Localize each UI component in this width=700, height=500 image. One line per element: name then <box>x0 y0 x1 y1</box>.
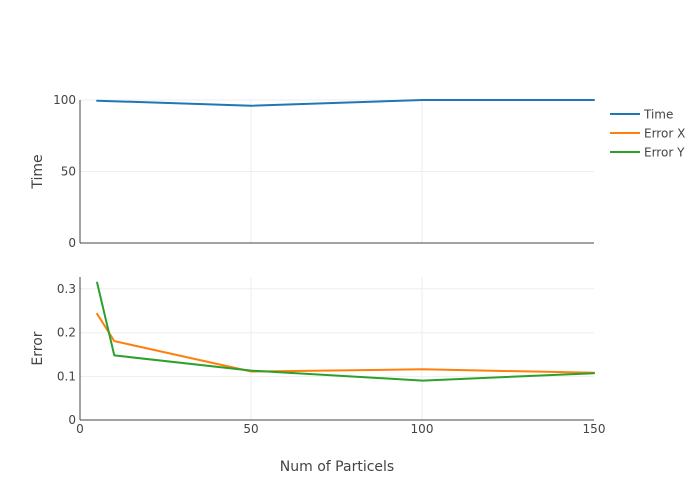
legend-label-time: Time <box>643 108 673 122</box>
y-tick-label-time-0: 0 <box>68 236 76 250</box>
series-line-time <box>96 99 595 107</box>
x-axis-title: Num of Particels <box>280 459 394 475</box>
legend-item-error-x[interactable]: Error X <box>610 127 685 141</box>
y-axis-title-time: Time <box>30 154 46 189</box>
panel-time: 0 50 100 Time <box>30 93 595 250</box>
y-tick-label-time-100: 100 <box>53 93 76 107</box>
legend-label-error-x: Error X <box>644 127 685 141</box>
y-tick-label-error-0.2: 0.2 <box>57 326 76 340</box>
x-tick-label-0: 0 <box>76 422 84 436</box>
x-tick-label-100: 100 <box>411 422 434 436</box>
y-tick-label-error-0.1: 0.1 <box>57 370 76 384</box>
legend-item-time[interactable]: Time <box>610 108 673 122</box>
y-tick-label-error-0.3: 0.3 <box>57 282 76 296</box>
x-tick-label-150: 150 <box>583 422 606 436</box>
legend-label-error-y: Error Y <box>644 146 685 160</box>
x-axis: 0 50 100 150 Num of Particels <box>76 422 605 475</box>
panel-error: 0 0.1 0.2 0.3 Error <box>30 277 595 427</box>
legend-item-error-y[interactable]: Error Y <box>610 146 685 160</box>
x-tick-label-50: 50 <box>243 422 258 436</box>
series-line-error-y <box>96 281 595 382</box>
y-axis-title-error: Error <box>30 331 46 365</box>
y-tick-label-error-0: 0 <box>68 413 76 427</box>
legend: Time Error X Error Y <box>610 108 685 160</box>
y-tick-label-time-50: 50 <box>61 165 76 179</box>
